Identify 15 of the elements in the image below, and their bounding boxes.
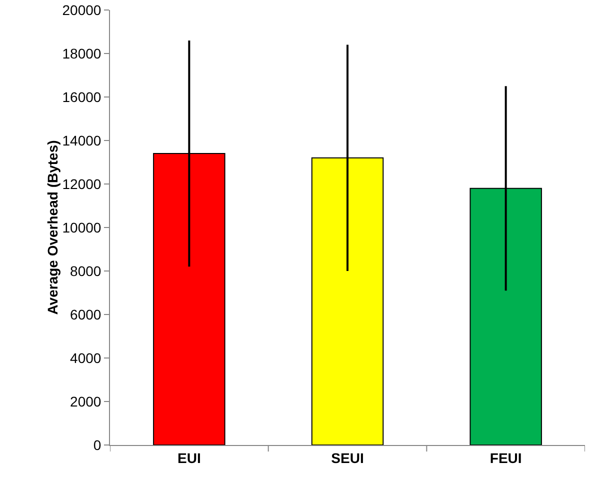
y-tick-label: 10000: [62, 219, 102, 236]
y-tick-label: 4000: [70, 350, 102, 366]
x-tick-label: FEUI: [490, 450, 522, 466]
y-tick-label: 16000: [62, 88, 102, 105]
y-tick-label: 2000: [70, 393, 102, 410]
y-tick-label: 6000: [70, 306, 102, 322]
x-tick-label: SEUI: [331, 450, 364, 466]
y-axis-title: Average Overhead (Bytes): [44, 140, 60, 315]
y-tick-label: 14000: [62, 132, 102, 148]
x-tick-label: EUI: [178, 450, 201, 466]
y-tick-label: 20000: [62, 2, 102, 18]
y-tick-label: 18000: [62, 45, 102, 62]
y-tick-label: 8000: [70, 262, 102, 279]
y-tick-label: 12000: [62, 176, 102, 192]
y-tick-label: 0: [93, 436, 102, 453]
